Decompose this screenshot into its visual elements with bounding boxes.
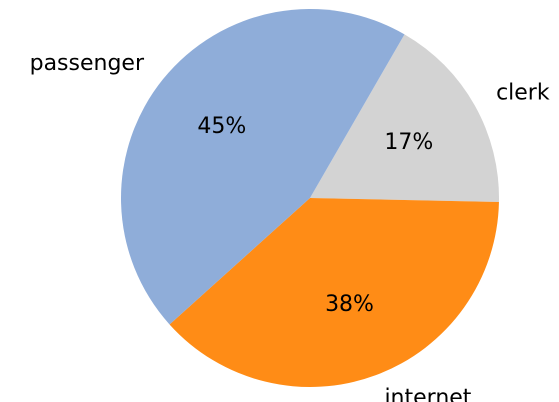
pie-slice-clerk [310,34,499,202]
pie-labels: 17% clerk 38% internet 45% passenger [30,51,550,402]
pie-slices [121,9,499,387]
pie-percent-label-internet: 38% [325,292,374,317]
pie-slice-internet [169,198,499,387]
pie-slice-passenger [121,9,405,325]
pie-percent-label-clerk: 17% [384,130,433,155]
pie-percent-label-passenger: 45% [197,114,246,139]
pie-category-label-clerk: clerk [496,81,550,106]
pie-category-label-internet: internet [384,386,471,402]
pie-category-label-passenger: passenger [30,51,145,76]
